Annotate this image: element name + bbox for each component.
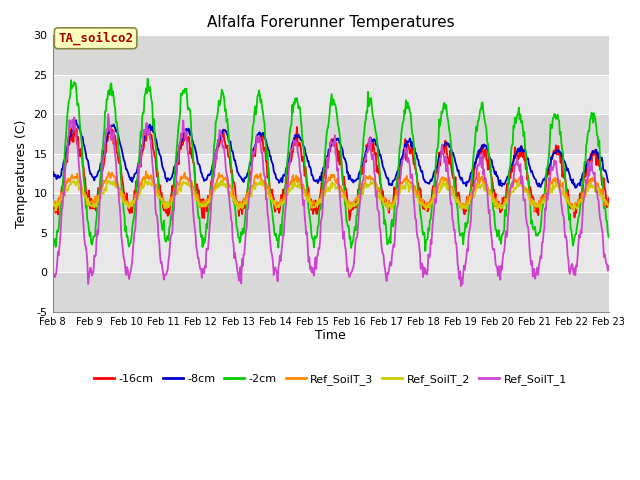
Bar	[52, 114, 609, 154]
Bar	[52, 233, 609, 272]
Text: TA_soilco2: TA_soilco2	[58, 32, 133, 45]
X-axis label: Time: Time	[315, 329, 346, 342]
Title: Alfalfa Forerunner Temperatures: Alfalfa Forerunner Temperatures	[207, 15, 454, 30]
Bar	[52, 272, 609, 312]
Bar	[52, 36, 609, 75]
Bar	[52, 75, 609, 114]
Bar	[52, 193, 609, 233]
Y-axis label: Temperatures (C): Temperatures (C)	[15, 120, 28, 228]
Bar	[52, 154, 609, 193]
Legend: -16cm, -8cm, -2cm, Ref_SoilT_3, Ref_SoilT_2, Ref_SoilT_1: -16cm, -8cm, -2cm, Ref_SoilT_3, Ref_Soil…	[90, 369, 571, 389]
